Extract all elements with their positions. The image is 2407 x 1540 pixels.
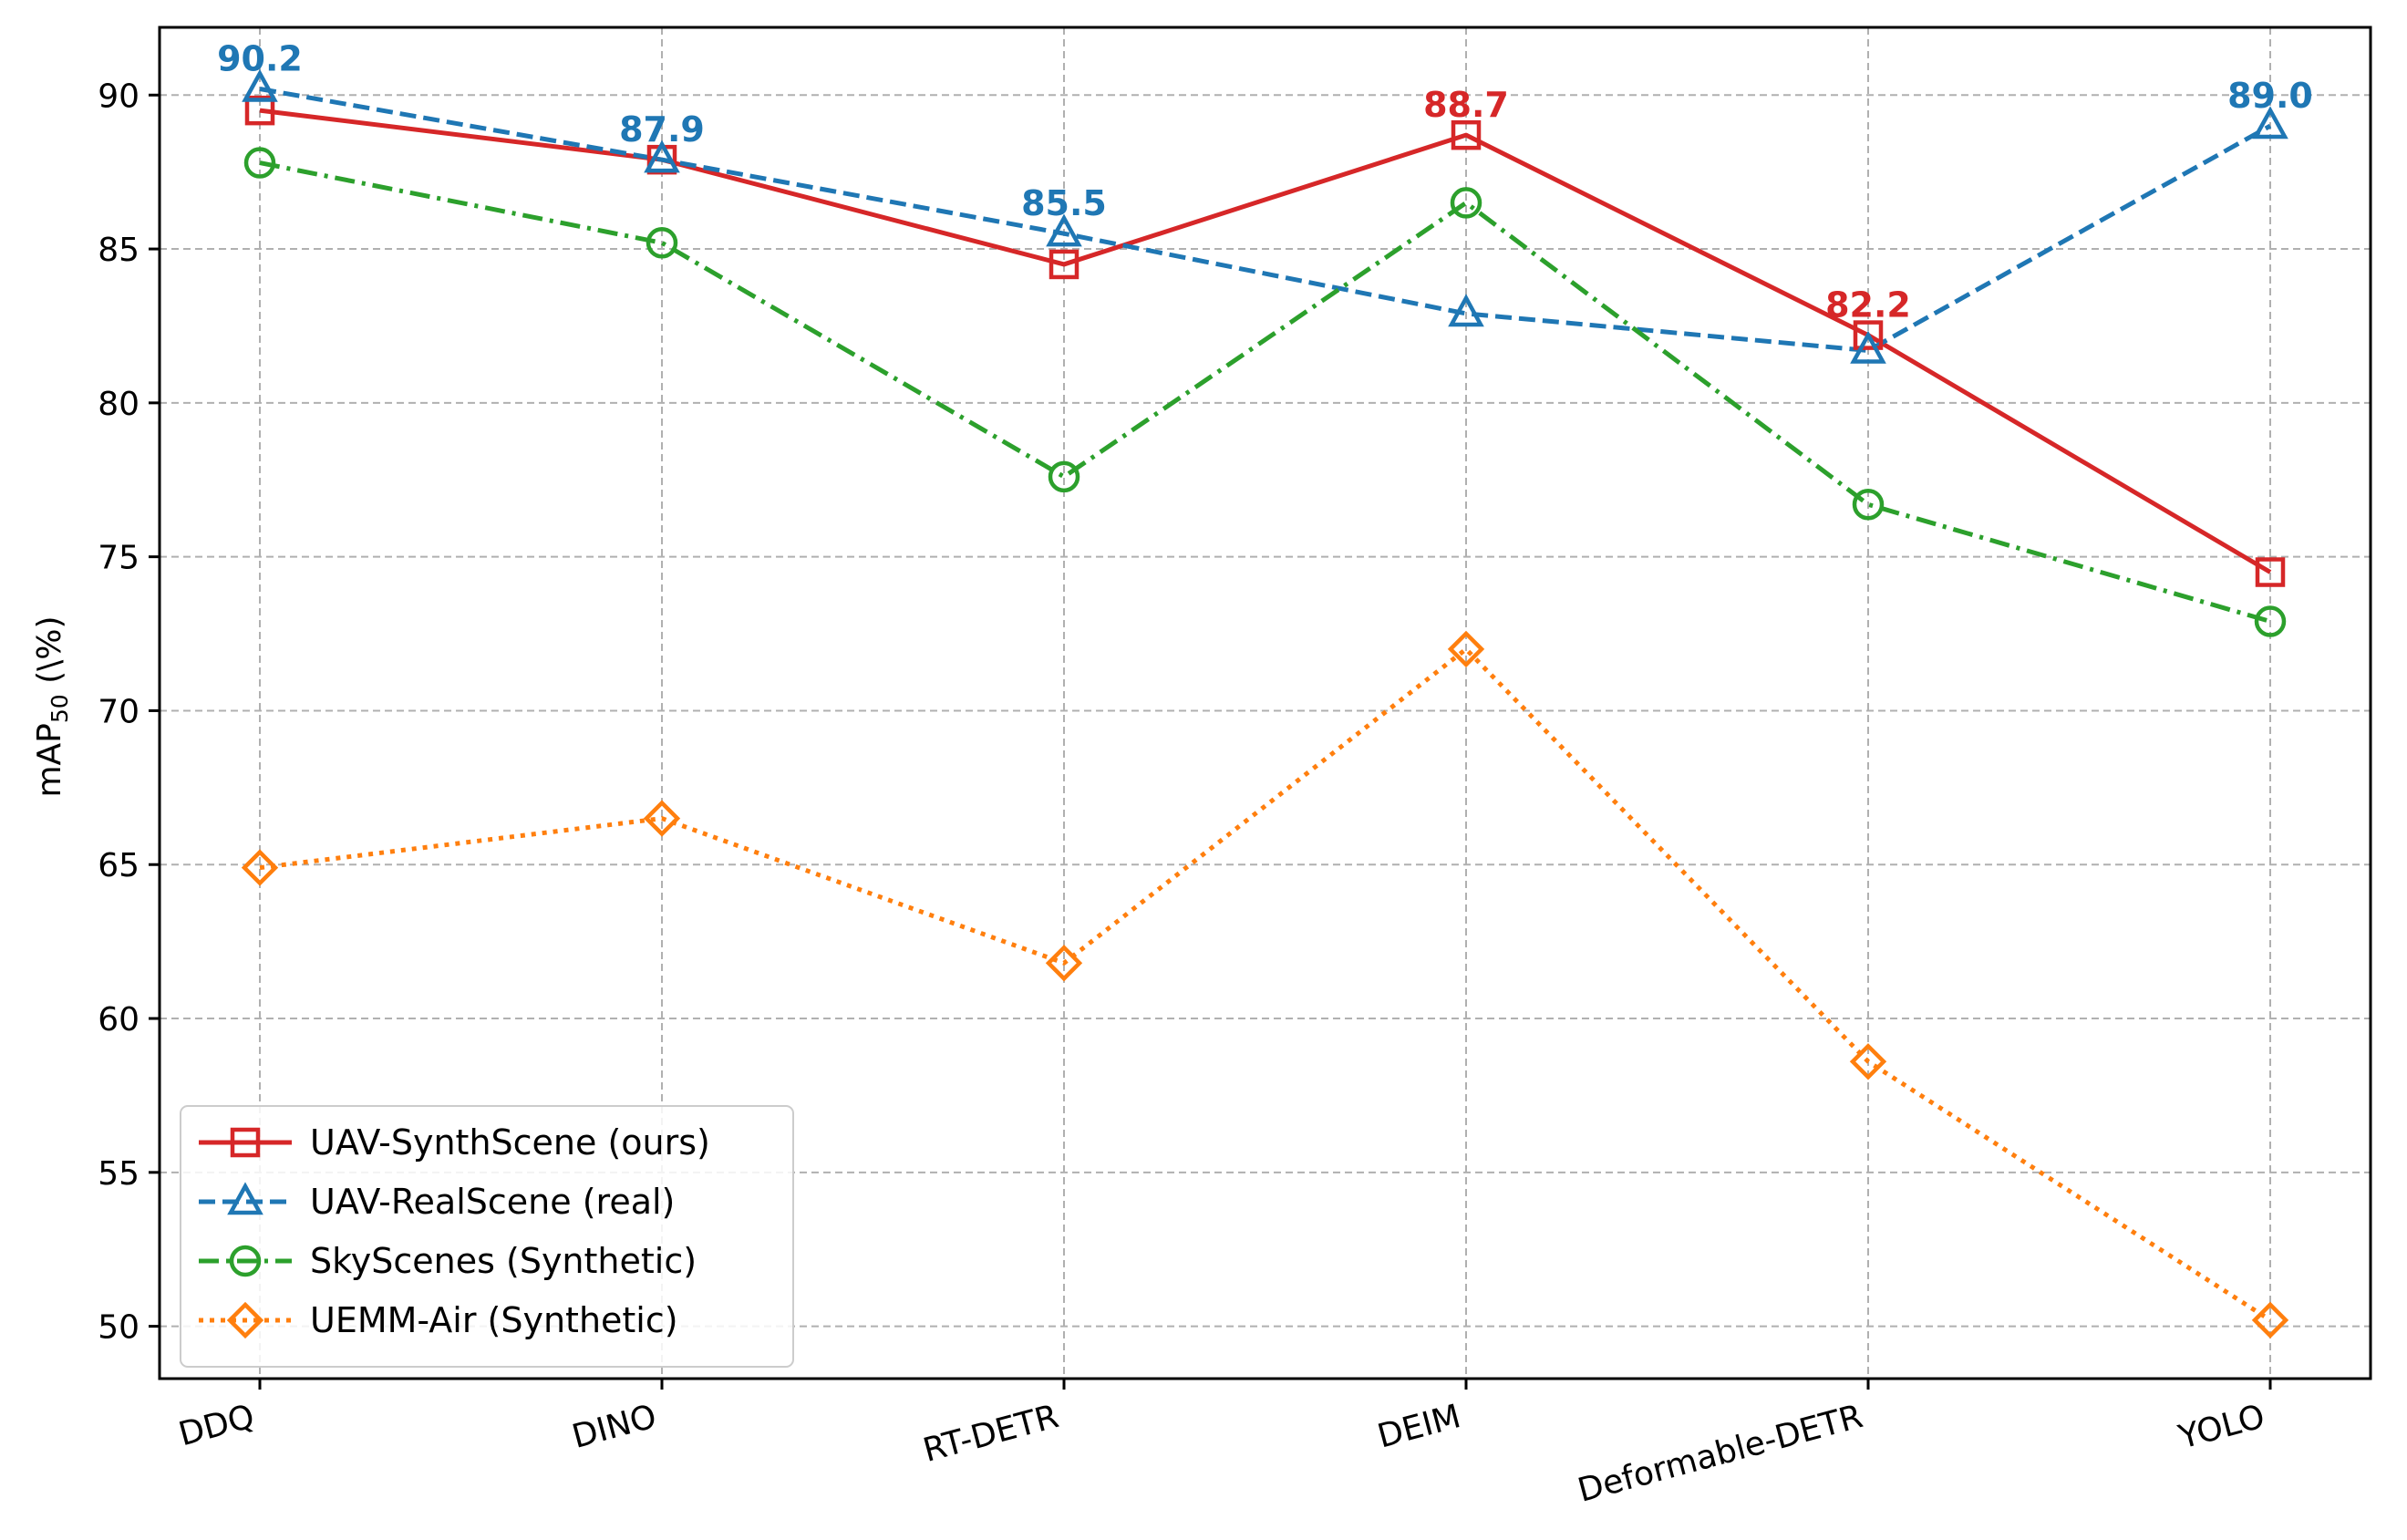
y-tick-label: 80 (98, 386, 139, 423)
data-point-marker (644, 140, 680, 173)
data-point-marker (1046, 213, 1082, 247)
y-tick-label: 60 (98, 1001, 139, 1039)
y-tick-label: 85 (98, 232, 139, 269)
data-point-marker (2251, 1301, 2289, 1339)
y-tick-label: 50 (98, 1309, 139, 1347)
y-axis-label-suffix: (\%) (31, 615, 68, 694)
y-tick-label: 90 (98, 78, 139, 115)
legend: UAV-SynthScene (ours) UAV-RealScene (real… (180, 1105, 794, 1368)
data-point-marker (1450, 187, 1482, 219)
y-tick-label: 65 (98, 847, 139, 884)
plot-frame (158, 26, 2372, 1380)
data-label: 87.9 (619, 109, 705, 150)
data-point-marker (1849, 1043, 1887, 1080)
data-label: 82.2 (1825, 285, 1911, 326)
series-line-0 (259, 108, 2272, 574)
y-axis-label-main: mAP (31, 723, 68, 797)
data-labels: 90.2 87.9 85.5 88.7 82.2 89.0 (217, 39, 2313, 326)
legend-marker (230, 1127, 261, 1158)
data-point-marker (1850, 330, 1886, 364)
data-label: 88.7 (1423, 85, 1509, 125)
data-point-marker (1048, 460, 1080, 493)
data-point-marker (242, 68, 278, 102)
series-markers (241, 68, 2289, 1339)
data-point-marker (1853, 320, 1884, 350)
legend-marker (226, 1301, 264, 1339)
data-label: 89.0 (2227, 76, 2313, 116)
y-tick-label: 70 (98, 693, 139, 730)
data-label: 90.2 (217, 39, 303, 79)
data-point-marker (1451, 119, 1482, 150)
data-point-marker (1448, 294, 1484, 327)
data-point-marker (2254, 605, 2287, 637)
data-point-marker (243, 147, 276, 179)
y-axis-label-subscript: 50 (46, 694, 73, 723)
legend-label: UAV-SynthScene (ours) (310, 1122, 710, 1163)
series-lines (259, 87, 2272, 1322)
data-label: 85.5 (1021, 183, 1107, 223)
data-point-marker (244, 95, 275, 126)
series-line-2 (259, 160, 2271, 624)
legend-label: UEMM-Air (Synthetic) (310, 1300, 678, 1340)
data-point-marker (1852, 489, 1885, 521)
data-point-marker (1045, 945, 1083, 982)
legend-label: UAV-RealScene (real) (310, 1182, 675, 1222)
legend-box (180, 1105, 794, 1368)
legend-label: SkyScenes (Synthetic) (310, 1241, 697, 1281)
data-point-marker (1447, 630, 1485, 668)
legend-marker (227, 1182, 263, 1215)
data-point-marker (1049, 249, 1080, 280)
series-line-1 (259, 87, 2272, 353)
y-tick-label: 55 (98, 1155, 139, 1193)
series-line-3 (259, 646, 2272, 1322)
data-point-marker (241, 849, 279, 886)
data-point-marker (643, 800, 681, 837)
legend-marker (229, 1245, 262, 1277)
y-axis-label: mAP50 (\%) (31, 615, 73, 797)
y-axis-ticks: 50 55 60 65 70 75 80 85 90 (98, 78, 160, 1347)
data-point-marker (2252, 106, 2288, 140)
data-point-marker (646, 227, 678, 259)
data-point-marker (2255, 557, 2286, 587)
y-tick-label: 75 (98, 540, 139, 577)
